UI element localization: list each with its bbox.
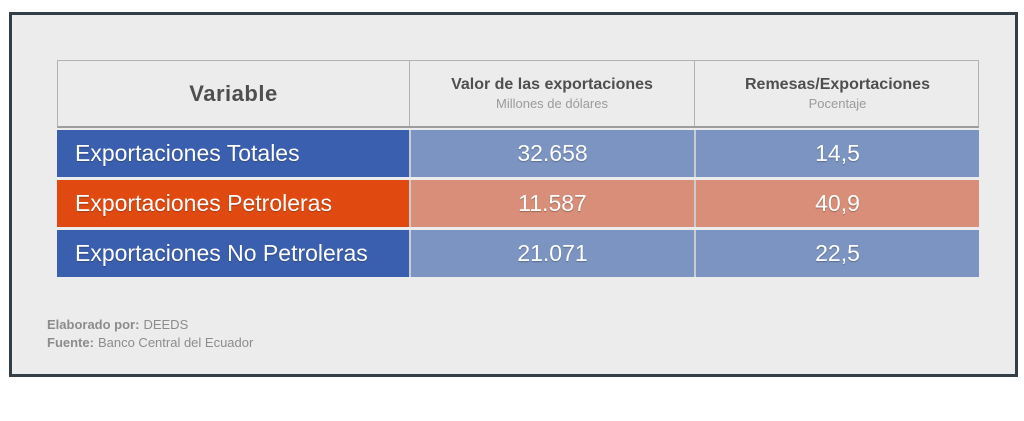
row-label: Exportaciones Petroleras (57, 180, 409, 227)
row-valor-cell: 32.658 (409, 130, 694, 177)
exports-table: Variable Valor de las exportaciones Mill… (57, 60, 979, 277)
fuente-line: Fuente: Banco Central del Ecuador (47, 334, 253, 352)
elaborado-line: Elaborado por: DEEDS (47, 316, 253, 334)
table-row: Exportaciones Petroleras 11.587 40,9 (57, 180, 979, 227)
table-row: Exportaciones No Petroleras 21.071 22,5 (57, 230, 979, 277)
row-remesas-cell: 14,5 (694, 130, 979, 177)
source-note: Elaborado por: DEEDS Fuente: Banco Central… (47, 316, 253, 352)
elaborado-value: DEEDS (143, 317, 189, 332)
fuente-label: Fuente: (47, 335, 94, 350)
elaborado-label: Elaborado por: (47, 317, 140, 332)
table-row: Exportaciones Totales 32.658 14,5 (57, 130, 979, 177)
col-header-valor-title: Valor de las exportaciones (451, 76, 653, 93)
col-header-variable-label: Variable (189, 80, 278, 106)
row-remesas-cell: 22,5 (694, 230, 979, 277)
col-header-remesas-subtitle: Pocentaje (808, 96, 867, 111)
table-header-row: Variable Valor de las exportaciones Mill… (57, 60, 979, 128)
slide-card: Variable Valor de las exportaciones Mill… (9, 12, 1018, 377)
row-valor-cell: 21.071 (409, 230, 694, 277)
col-header-valor: Valor de las exportaciones Millones de d… (410, 61, 695, 126)
col-header-variable: Variable (58, 61, 410, 126)
col-header-remesas: Remesas/Exportaciones Pocentaje (695, 61, 980, 126)
col-header-valor-subtitle: Millones de dólares (495, 96, 608, 111)
fuente-value: Banco Central del Ecuador (97, 335, 254, 350)
col-header-remesas-title: Remesas/Exportaciones (745, 76, 930, 93)
row-valor-cell: 11.587 (409, 180, 694, 227)
row-remesas-cell: 40,9 (694, 180, 979, 227)
row-label: Exportaciones No Petroleras (57, 230, 409, 277)
row-label: Exportaciones Totales (57, 130, 409, 177)
